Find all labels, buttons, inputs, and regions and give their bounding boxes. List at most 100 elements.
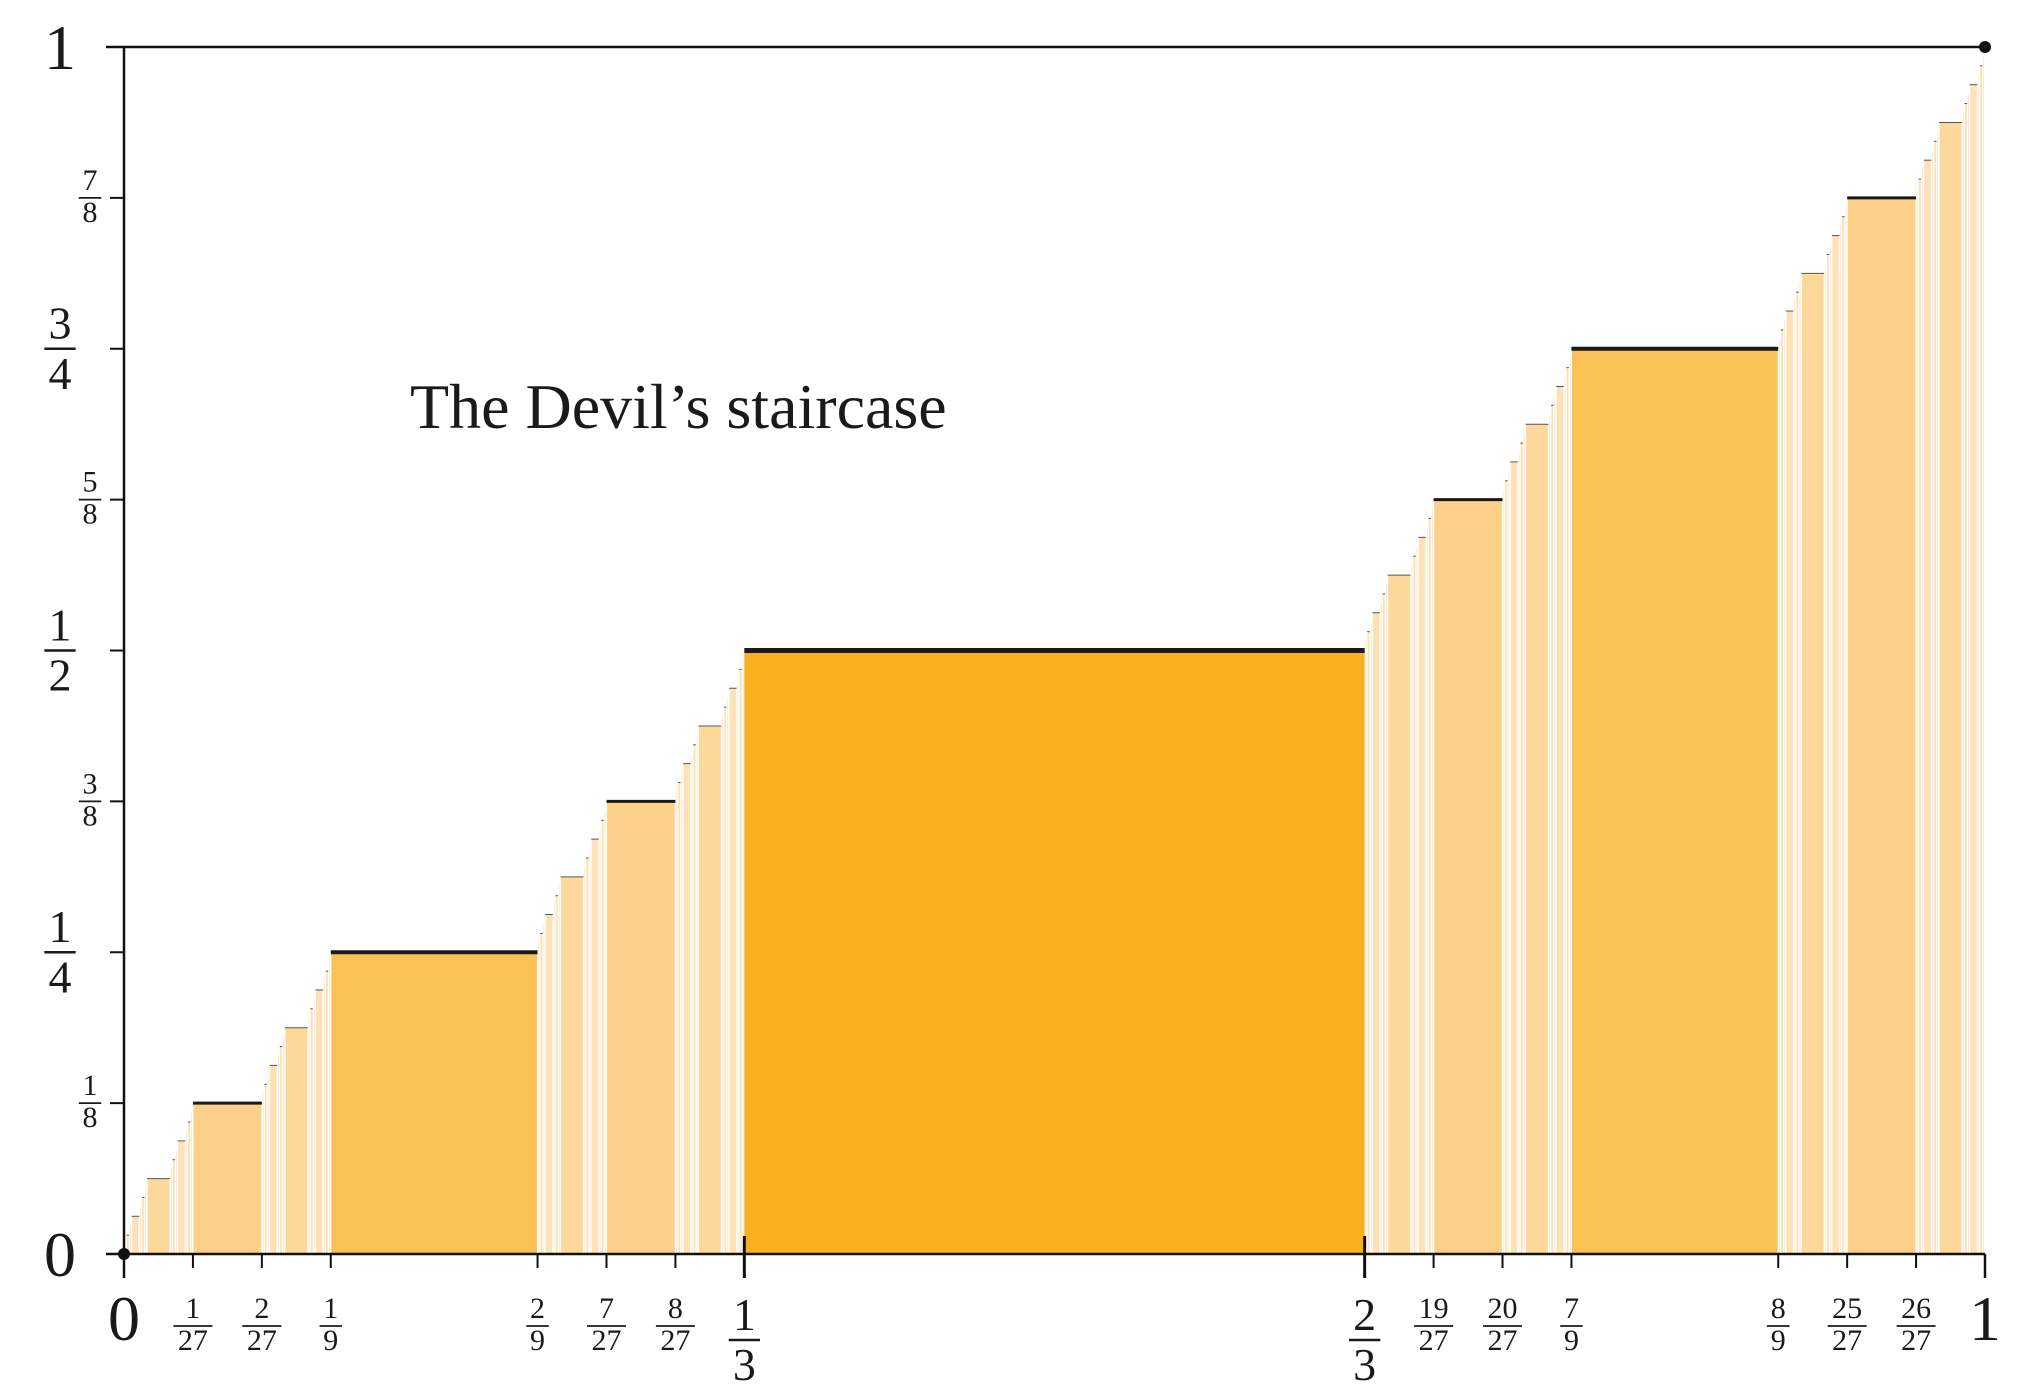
step-fill-level-5 bbox=[1832, 235, 1839, 1255]
step-fill-level-7 bbox=[283, 1037, 284, 1254]
y-label-7-8: 78 bbox=[78, 164, 102, 229]
step-fill-level-6 bbox=[126, 1235, 129, 1254]
x-label-7-9: 79 bbox=[1560, 1292, 1583, 1357]
y-label-5-8-denominator: 8 bbox=[83, 498, 98, 531]
step-fill-level-4 bbox=[1801, 273, 1824, 1254]
step-fill-level-5 bbox=[178, 1140, 185, 1254]
step-fill-level-7 bbox=[267, 1074, 269, 1254]
x-label-8-27: 827 bbox=[655, 1292, 695, 1357]
x-label-2-3-numerator: 2 bbox=[1353, 1289, 1376, 1340]
step-fill-level-5 bbox=[729, 688, 737, 1254]
x-label-1-27-denominator: 27 bbox=[178, 1324, 208, 1357]
step-fill-level-7 bbox=[1411, 565, 1413, 1254]
step-fill-level-7 bbox=[584, 867, 586, 1254]
step-fill-level-7 bbox=[1917, 188, 1918, 1255]
x-label-2-3-denominator: 3 bbox=[1353, 1339, 1376, 1390]
step-fill-level-6 bbox=[586, 857, 589, 1254]
step-fill-level-5 bbox=[1924, 160, 1931, 1254]
x-label-2-3: 23 bbox=[1349, 1289, 1381, 1390]
step-fill-level-7 bbox=[1799, 282, 1801, 1254]
step-fill-level-7 bbox=[599, 829, 601, 1254]
y-label-7-8-denominator: 8 bbox=[83, 196, 98, 229]
x-label-8-27-numerator: 8 bbox=[668, 1292, 683, 1325]
step-fill-level-7 bbox=[1380, 603, 1382, 1254]
step-fill-level-7 bbox=[1426, 527, 1428, 1254]
step-fill-level-7 bbox=[558, 886, 560, 1254]
y-label-1-8-denominator: 8 bbox=[83, 1101, 98, 1134]
step-fill-level-7 bbox=[1569, 358, 1571, 1254]
y-label-7-8-numerator: 7 bbox=[83, 164, 98, 197]
x-label-1-3-numerator: 1 bbox=[733, 1289, 756, 1340]
step-fill-level-6 bbox=[1842, 216, 1845, 1255]
step-fill-level-5 bbox=[1970, 84, 1977, 1255]
step-fill-level-7 bbox=[1937, 131, 1939, 1254]
step-fill-level-4 bbox=[1939, 122, 1962, 1255]
step-fill-level-7 bbox=[1523, 433, 1525, 1254]
step-fill-level-7 bbox=[681, 773, 683, 1254]
x-label-7-9-denominator: 9 bbox=[1564, 1324, 1579, 1357]
step-fill-level-6 bbox=[540, 933, 543, 1254]
step-fill-level-7 bbox=[262, 1093, 264, 1254]
step-fill-level-5 bbox=[545, 914, 553, 1254]
y-label-1-4: 14 bbox=[44, 901, 76, 1002]
step-fill-level-6 bbox=[693, 744, 696, 1254]
y-label-1-4-denominator: 4 bbox=[49, 951, 72, 1002]
y-label-3-8-numerator: 3 bbox=[83, 767, 98, 800]
axes bbox=[106, 41, 1991, 1278]
step-fill-level-7 bbox=[130, 1225, 131, 1254]
step-fill-level-7 bbox=[1794, 301, 1796, 1255]
step-fill-level-7 bbox=[186, 1131, 187, 1254]
step-fill-level-6 bbox=[310, 1008, 313, 1254]
x-label-20-27-denominator: 27 bbox=[1488, 1324, 1518, 1357]
step-fill-level-5 bbox=[1418, 537, 1426, 1254]
step-fill-level-7 bbox=[1845, 207, 1847, 1254]
step-fill-level-7 bbox=[691, 754, 693, 1254]
step-fill-level-7 bbox=[1830, 245, 1831, 1254]
x-label-8-27-denominator: 27 bbox=[660, 1324, 690, 1357]
step-fill-level-7 bbox=[1386, 584, 1387, 1254]
step-fill-level-6 bbox=[188, 1121, 191, 1254]
x-label-1: 1 bbox=[1969, 1283, 2001, 1354]
step-fill-level-4 bbox=[285, 1027, 308, 1254]
step-fill-level-5 bbox=[1510, 461, 1518, 1254]
y-label-1-8-numerator: 1 bbox=[83, 1069, 98, 1102]
chart-title: The Devil’s staircase bbox=[410, 371, 947, 442]
y-label-3-8-denominator: 8 bbox=[83, 799, 98, 832]
x-label-2-9-denominator: 9 bbox=[530, 1324, 545, 1357]
y-label-5-8: 58 bbox=[78, 466, 102, 531]
x-label-2-27-denominator: 27 bbox=[247, 1324, 277, 1357]
x-label-2-9-numerator: 2 bbox=[530, 1292, 545, 1325]
step-fill-level-7 bbox=[1370, 622, 1372, 1254]
step-fill-level-6 bbox=[1796, 292, 1799, 1254]
step-fill-level-7 bbox=[1416, 546, 1418, 1254]
step-fill-level-7 bbox=[1932, 150, 1933, 1255]
step-fill-level-7 bbox=[191, 1112, 192, 1254]
step-fill-level-6 bbox=[1918, 179, 1921, 1254]
step-fill-level-7 bbox=[324, 980, 325, 1254]
x-label-1-3: 13 bbox=[728, 1289, 760, 1390]
step-fill-level-7 bbox=[1518, 452, 1520, 1255]
y-label-3-4-numerator: 3 bbox=[49, 298, 72, 349]
step-fill-level-6 bbox=[1505, 480, 1508, 1254]
step-fill-level-5 bbox=[270, 1065, 277, 1254]
y-label-5-8-numerator: 5 bbox=[83, 466, 98, 499]
step-fill-level-5 bbox=[591, 839, 599, 1254]
step-fill-level-7 bbox=[140, 1206, 141, 1254]
step-fill-level-5 bbox=[1786, 311, 1793, 1254]
step-fill-level-6 bbox=[280, 1046, 282, 1254]
x-label-1-3-denominator: 3 bbox=[733, 1339, 756, 1390]
step-fill-level-7 bbox=[1825, 263, 1826, 1254]
step-fill-level-7 bbox=[1554, 395, 1556, 1254]
step-fill-level-7 bbox=[1549, 414, 1551, 1254]
step-fill-level-7 bbox=[1978, 75, 1979, 1254]
step-fill-level-4 bbox=[698, 725, 721, 1254]
step-fill-level-6 bbox=[172, 1159, 175, 1254]
step-fill-level-7 bbox=[676, 791, 677, 1254]
step-fills bbox=[124, 56, 1985, 1255]
step-fill-level-6 bbox=[555, 895, 558, 1254]
x-label-8-9: 89 bbox=[1766, 1292, 1790, 1357]
step-fill-level-7 bbox=[176, 1150, 177, 1254]
